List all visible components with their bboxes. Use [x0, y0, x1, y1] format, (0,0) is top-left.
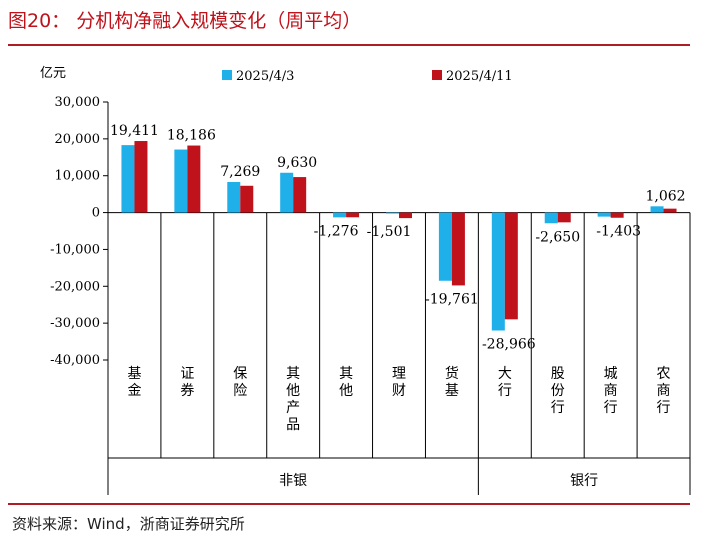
bar-1-9 — [544, 212, 558, 224]
bar-2-8 — [504, 212, 518, 320]
y-tick-label: -20,000 — [50, 279, 100, 294]
x-category-label: 股份行 — [551, 366, 565, 416]
title-rule — [8, 44, 690, 46]
x-category-label: 城商行 — [604, 366, 618, 416]
bar-2-2 — [187, 145, 201, 213]
x-category-label: 保险 — [233, 366, 247, 399]
bar-1-1 — [121, 145, 135, 213]
data-label: 7,269 — [220, 164, 260, 180]
x-category-label: 基金 — [127, 365, 141, 399]
bar-2-4 — [293, 177, 307, 213]
x-category-label: 货基 — [445, 365, 459, 399]
bar-2-11 — [663, 208, 677, 213]
x-category-label: 农商行 — [657, 366, 671, 416]
bar-1-5 — [333, 212, 347, 218]
y-tick-label: 10,000 — [55, 169, 101, 184]
data-label: -2,650 — [535, 229, 580, 245]
y-tick-label: -40,000 — [50, 353, 100, 368]
legend-swatch-2 — [432, 70, 442, 80]
y-tick-label: 20,000 — [55, 132, 101, 147]
data-label: -1,403 — [596, 224, 641, 240]
x-category-label: 其他 — [339, 366, 353, 399]
bar-1-3 — [227, 181, 241, 213]
data-label: 18,186 — [167, 128, 216, 144]
legend-label-2: 2025/4/11 — [446, 69, 513, 84]
y-tick-label: -10,000 — [50, 242, 100, 257]
legend-label-1: 2025/4/3 — [236, 69, 294, 84]
bar-2-1 — [134, 141, 148, 213]
y-tick-label: -30,000 — [50, 316, 100, 331]
data-label: -1,276 — [314, 223, 359, 239]
figure-title: 图20： 分机构净融入规模变化（周平均） — [8, 10, 362, 32]
data-label: 1,062 — [645, 188, 685, 204]
source-note: 资料来源：Wind，浙商证券研究所 — [12, 515, 245, 533]
data-label: -19,761 — [425, 291, 479, 307]
bar-2-9 — [557, 212, 571, 223]
bar-1-10 — [597, 212, 611, 217]
y-tick-label: 30,000 — [55, 95, 101, 110]
y-unit-label: 亿元 — [40, 66, 66, 81]
group-label: 银行 — [570, 473, 598, 489]
bar-1-11 — [650, 206, 664, 213]
footer-rule — [8, 503, 690, 505]
x-category-label: 理财 — [392, 366, 406, 399]
data-label: -28,966 — [482, 337, 536, 353]
bar-1-7 — [438, 212, 452, 281]
group-label: 非银 — [279, 473, 307, 489]
bar-1-4 — [280, 172, 294, 213]
legend-swatch-1 — [222, 70, 232, 80]
data-label: -1,501 — [367, 224, 412, 240]
x-category-label: 其他产品 — [286, 366, 300, 433]
data-label: 9,630 — [277, 155, 317, 171]
bar-1-2 — [174, 149, 188, 213]
bar-2-6 — [399, 212, 412, 219]
bar-2-5 — [346, 212, 360, 218]
bar-2-10 — [610, 212, 624, 218]
bar-1-6 — [386, 212, 399, 214]
data-label: 19,411 — [110, 123, 159, 139]
bar-2-3 — [240, 185, 254, 213]
y-tick-label: 0 — [92, 206, 100, 221]
x-category-label: 证券 — [180, 366, 194, 399]
bar-1-8 — [491, 212, 505, 331]
x-category-label: 大行 — [498, 366, 512, 399]
bar-2-7 — [451, 212, 465, 286]
